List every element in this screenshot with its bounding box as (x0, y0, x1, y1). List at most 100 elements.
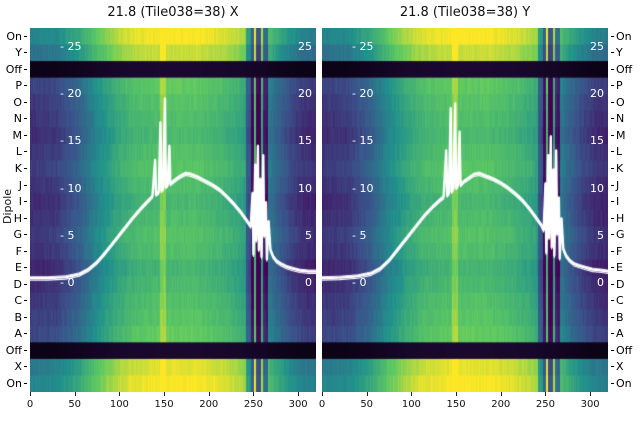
dipole-row-label-text: J (616, 178, 620, 192)
dipole-row-label: C (0, 293, 27, 310)
dipole-row-label: O (0, 94, 27, 111)
dipole-row-label: A (611, 326, 640, 343)
x-tick-label: 50 (360, 399, 374, 410)
x-tick-mark (298, 392, 300, 396)
x-tick-mark (322, 392, 323, 396)
dipole-row-label: X (611, 359, 640, 376)
dipole-row-label: F (611, 243, 640, 260)
dipole-row-label: H (611, 210, 640, 227)
dipole-row-label-text: C (616, 294, 624, 308)
inner-scale-tick-left: - 0 (352, 275, 367, 289)
dipole-row-label-text: E (15, 261, 22, 275)
dipole-row-label: A (0, 326, 27, 343)
inner-scale-tick-right: 5 (597, 228, 604, 242)
dipole-row-label: H (0, 210, 27, 227)
inner-scale-tick-left: - 10 (60, 181, 82, 195)
x-tick-mark (208, 392, 210, 396)
dipole-axis-labels-right: On Y Off P O N M L K J I H G F E D C B A Off X On (611, 28, 640, 392)
inner-scale-tick-left: - 0 (60, 275, 75, 289)
dipole-axis-labels-left: On Y Off P O N M L K J I H G F E D C B A Off X On (0, 28, 27, 392)
x-tick-mark (30, 392, 31, 396)
x-tick-label: 300 (288, 399, 308, 410)
dipole-row-label: M (0, 127, 27, 144)
dipole-row-label-text: D (13, 277, 22, 291)
inner-scale-tick-right: 10 (298, 181, 312, 195)
dipole-row-label-text: F (616, 244, 623, 258)
dipole-row-label: L (0, 144, 27, 161)
heatmap-panel-y: - 25 25 - 20 20 - 15 15 - 10 10 - 5 5 - 0 0 (322, 28, 608, 392)
dipole-row-label-text: A (616, 327, 624, 341)
dipole-row-label: On (0, 28, 27, 45)
dipole-row-label: On (611, 28, 640, 45)
dipole-row-label: N (0, 111, 27, 128)
dipole-row-label-text: Off (5, 343, 22, 357)
heatmap-canvas-y (322, 28, 608, 392)
x-tick-label: 200 (199, 399, 219, 410)
inner-scale-tick-left: - 15 (352, 134, 374, 148)
dipole-row-label: D (611, 276, 640, 293)
inner-scale-tick-right: 0 (305, 275, 312, 289)
dipole-row-label-text: On (616, 29, 632, 43)
dipole-row-label-text: I (616, 195, 620, 209)
dipole-row-label-text: D (616, 277, 625, 291)
inner-scale-tick-right: 5 (305, 228, 312, 242)
inner-scale-tick-left: - 15 (60, 134, 82, 148)
inner-scale-tick-left: - 20 (352, 87, 374, 101)
x-tick-label: 150 (154, 399, 174, 410)
x-tick-label: 200 (491, 399, 511, 410)
dipole-row-label-text: E (616, 261, 623, 275)
x-tick-label: 0 (318, 399, 326, 410)
dipole-row-label-text: L (15, 145, 22, 159)
x-tick-label: 50 (68, 399, 82, 410)
inner-scale-tick-left: - 5 (60, 228, 75, 242)
inner-scale-tick-right: 20 (298, 87, 312, 101)
inner-scale-tick-right: 15 (298, 134, 312, 148)
x-tick-mark (74, 392, 76, 396)
dipole-row-label-text: K (616, 162, 624, 176)
dipole-row-label-text: F (15, 244, 22, 258)
inner-scale-tick-left: - 10 (352, 181, 374, 195)
inner-scale-tick-left: - 25 (352, 40, 374, 54)
dipole-row-label: P (611, 78, 640, 95)
dipole-row-label-text: N (13, 112, 22, 126)
dipole-row-label-text: On (6, 376, 22, 390)
x-tick-label: 100 (401, 399, 421, 410)
dipole-row-label-text: Off (616, 343, 633, 357)
dipole-row-label: K (0, 160, 27, 177)
dipole-row-label: B (0, 309, 27, 326)
dipole-row-label: Off (0, 61, 27, 78)
dipole-row-label-text: Off (5, 62, 22, 76)
dipole-row-label: Off (0, 342, 27, 359)
x-axis-ticks-left: 0 50 100 150 200 250 300 (26, 392, 316, 416)
dipole-row-label-text: N (616, 112, 625, 126)
dipole-row-label: I (0, 193, 27, 210)
x-tick-label: 300 (580, 399, 600, 410)
inner-scale-tick-left: - 5 (352, 228, 367, 242)
panel-title-y: 21.8 (Tile038=38) Y (399, 5, 531, 20)
dipole-row-label-text: P (15, 79, 22, 93)
dipole-row-label-text: L (616, 145, 623, 159)
dipole-row-label: N (611, 111, 640, 128)
dipole-row-label: J (611, 177, 640, 194)
dipole-row-label: J (0, 177, 27, 194)
dipole-row-label: G (611, 226, 640, 243)
dipole-row-label-text: Y (15, 46, 22, 60)
x-tick-mark (411, 392, 413, 396)
heatmap-panel-x: - 25 25 - 20 20 - 15 15 - 10 10 - 5 5 - 0 0 (30, 28, 316, 392)
dipole-row-label: M (611, 127, 640, 144)
dipole-row-label: On (0, 375, 27, 392)
x-tick-label: 250 (535, 399, 555, 410)
dipole-row-label: Y (611, 45, 640, 62)
inner-scale-tick-right: 25 (298, 40, 312, 54)
dipole-row-label-text: B (616, 310, 624, 324)
dipole-row-label-text: K (14, 162, 22, 176)
x-tick-mark (366, 392, 368, 396)
dipole-row-label: O (611, 94, 640, 111)
x-tick-mark (545, 392, 547, 396)
inner-scale-tick-right: 0 (597, 275, 604, 289)
dipole-row-label: I (611, 193, 640, 210)
dipole-row-label-text: C (14, 294, 22, 308)
dipole-row-label-text: M (616, 128, 626, 142)
x-tick-label: 0 (26, 399, 34, 410)
inner-scale-tick-right: 20 (590, 87, 604, 101)
